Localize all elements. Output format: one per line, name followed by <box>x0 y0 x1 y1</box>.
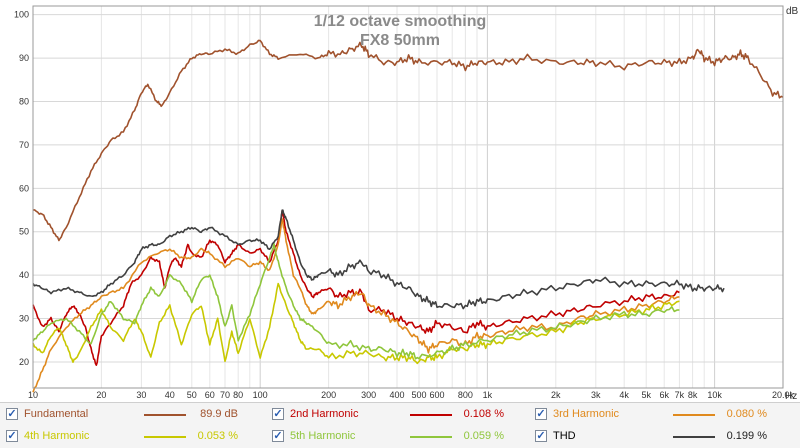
4th-harmonic-value: 0.053 % <box>197 430 238 442</box>
x-tick-label: 20 <box>96 390 106 400</box>
x-tick-label: 60 <box>205 390 215 400</box>
x-tick-label: 10 <box>28 390 38 400</box>
thd-value: 0.199 % <box>726 430 767 442</box>
legend-item-fundamental: ✓ Fundamental 89.9 dB <box>4 404 266 426</box>
4th-harmonic-checkbox[interactable]: ✓ <box>6 430 18 442</box>
5th-harmonic-checkbox[interactable]: ✓ <box>272 430 284 442</box>
x-tick-label: 6k <box>659 390 669 400</box>
fundamental-checkbox[interactable]: ✓ <box>6 408 18 420</box>
3rd-harmonic-swatch <box>673 414 715 416</box>
5th-harmonic-line <box>32 242 680 360</box>
y-axis-ticks: 20 30 40 50 60 70 80 90 100 <box>14 10 29 367</box>
legend-item-5th-harmonic: ✓ 5th Harmonic 0.059 % <box>270 426 532 448</box>
x-tick-label: 8k <box>688 390 698 400</box>
3rd-harmonic-checkbox[interactable]: ✓ <box>535 408 547 420</box>
x-tick-label: 80 <box>233 390 243 400</box>
legend-item-3rd-harmonic: ✓ 3rd Harmonic 0.080 % <box>533 404 795 426</box>
x-tick-label: 600 <box>429 390 444 400</box>
x-tick-label: 3k <box>591 390 601 400</box>
x-tick-label: 70 <box>220 390 230 400</box>
thd-swatch <box>673 436 715 438</box>
y-tick-label: 80 <box>19 97 29 107</box>
4th-harmonic-line <box>32 282 680 365</box>
x-tick-label: 4k <box>619 390 629 400</box>
x-tick-label: 30 <box>136 390 146 400</box>
2nd-harmonic-checkbox[interactable]: ✓ <box>272 408 284 420</box>
legend-item-4th-harmonic: ✓ 4th Harmonic 0.053 % <box>4 426 266 448</box>
x-tick-label: 50 <box>187 390 197 400</box>
2nd-harmonic-line <box>32 209 680 366</box>
y-tick-label: 50 <box>19 227 29 237</box>
x-tick-label: 1k <box>483 390 493 400</box>
legend-item-2nd-harmonic: ✓ 2nd Harmonic 0.108 % <box>270 404 532 426</box>
y-tick-label: 40 <box>19 270 29 280</box>
y-tick-label: 20 <box>19 357 29 367</box>
x-tick-label: 100 <box>253 390 268 400</box>
x-tick-label: 10k <box>707 390 722 400</box>
x-axis-unit-label: Hz <box>785 391 797 402</box>
x-axis-ticks: 10 20 30 40 50 60 70 80 100 200 300 400 500 600 800 1k 2… <box>28 390 795 400</box>
chart-subtitle: FX8 50mm <box>360 32 440 49</box>
3rd-harmonic-line <box>32 218 680 393</box>
series-group <box>32 39 784 393</box>
fundamental-swatch <box>144 414 186 416</box>
4th-harmonic-label: 4th Harmonic <box>24 430 90 442</box>
thd-checkbox[interactable]: ✓ <box>535 430 547 442</box>
x-tick-label: 5k <box>641 390 651 400</box>
y-tick-label: 60 <box>19 183 29 193</box>
legend: ✓ Fundamental 89.9 dB ✓ 2nd Harmonic 0.1… <box>0 402 800 448</box>
x-tick-label: 2k <box>551 390 561 400</box>
x-tick-label: 40 <box>165 390 175 400</box>
x-tick-label: 20.0k <box>772 390 795 400</box>
x-tick-label: 800 <box>458 390 473 400</box>
y-axis-unit-label: dB <box>786 6 799 17</box>
x-tick-label: 500 <box>411 390 426 400</box>
fundamental-line <box>32 39 784 242</box>
legend-row: ✓ Fundamental 89.9 dB ✓ 2nd Harmonic 0.1… <box>0 404 800 426</box>
4th-harmonic-swatch <box>144 436 186 438</box>
chart-title: 1/12 octave smoothing <box>314 13 487 30</box>
legend-row: ✓ 4th Harmonic 0.053 % ✓ 5th Harmonic 0.… <box>0 426 800 448</box>
5th-harmonic-swatch <box>410 436 452 438</box>
5th-harmonic-value: 0.059 % <box>463 430 504 442</box>
3rd-harmonic-label: 3rd Harmonic <box>553 408 620 420</box>
2nd-harmonic-value: 0.108 % <box>463 408 504 420</box>
fundamental-value: 89.9 dB <box>200 408 238 420</box>
y-tick-label: 30 <box>19 314 29 324</box>
grid <box>32 6 784 388</box>
plot-frame <box>32 5 784 389</box>
x-tick-label: 400 <box>389 390 404 400</box>
2nd-harmonic-label: 2nd Harmonic <box>290 408 359 420</box>
y-tick-label: 70 <box>19 140 29 150</box>
x-tick-label: 7k <box>675 390 685 400</box>
legend-item-thd: ✓ THD 0.199 % <box>533 426 795 448</box>
thd-line <box>32 209 725 310</box>
y-tick-label: 100 <box>14 10 29 20</box>
thd-label: THD <box>553 430 576 442</box>
5th-harmonic-label: 5th Harmonic <box>290 430 356 442</box>
2nd-harmonic-swatch <box>410 414 452 416</box>
3rd-harmonic-value: 0.080 % <box>726 408 767 420</box>
y-tick-label: 90 <box>19 53 29 63</box>
x-tick-label: 200 <box>321 390 336 400</box>
fundamental-label: Fundamental <box>24 408 89 420</box>
x-tick-label: 300 <box>361 390 376 400</box>
